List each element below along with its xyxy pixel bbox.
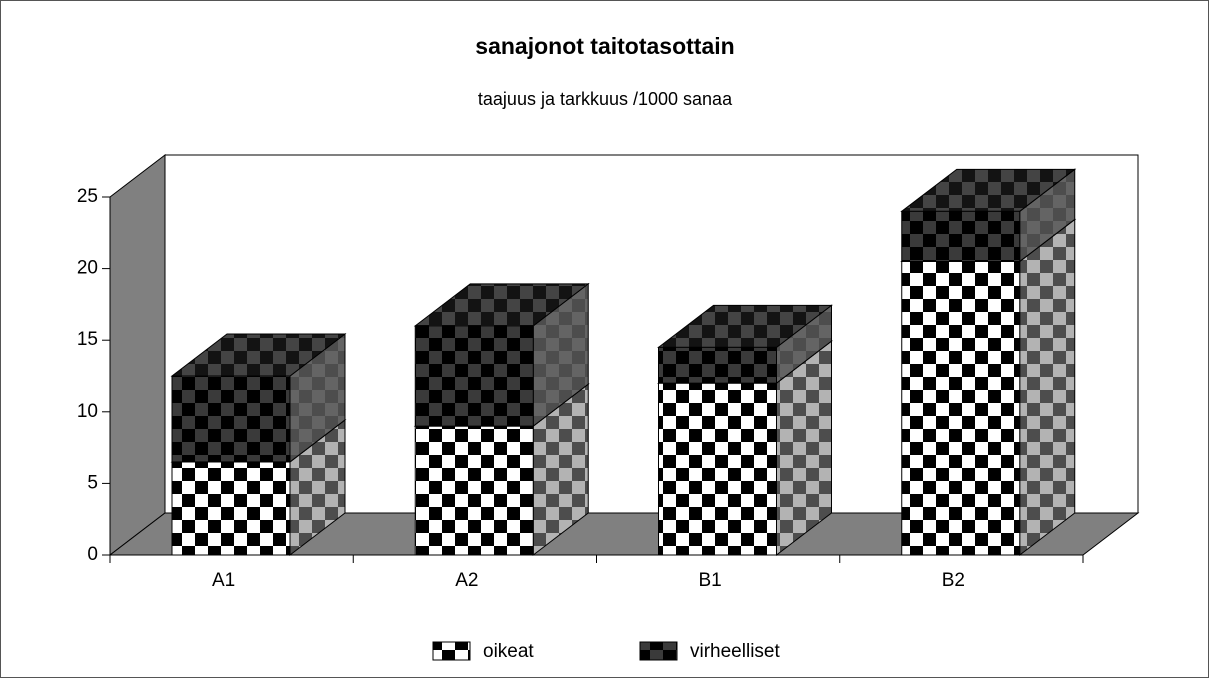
y-tick-label: 20 <box>77 258 98 279</box>
bar-front <box>414 425 534 556</box>
x-tick-label: B2 <box>942 570 965 591</box>
y-tick-label: 0 <box>87 544 98 565</box>
y-tick-label: 15 <box>77 329 98 350</box>
legend-swatch <box>639 641 678 661</box>
legend-label: oikeat <box>483 641 534 662</box>
bar-front <box>171 375 291 463</box>
side-wall <box>109 153 166 557</box>
bar-front <box>901 260 1021 556</box>
y-tick-label: 5 <box>87 472 98 493</box>
x-tick-label: A1 <box>212 570 235 591</box>
y-tick-label: 25 <box>77 186 98 207</box>
bar-front <box>414 325 534 427</box>
legend-swatch <box>432 641 471 661</box>
bar-front <box>658 346 777 384</box>
x-tick-label: B1 <box>699 570 722 591</box>
bar-front <box>658 382 777 556</box>
bar-front <box>901 210 1021 262</box>
bar-front <box>171 461 291 556</box>
chart-title: sanajonot taitotasottain <box>475 33 734 59</box>
x-tick-label: A2 <box>455 570 478 591</box>
bar-side <box>1019 218 1076 557</box>
y-tick-label: 10 <box>77 401 98 422</box>
chart-subtitle: taajuus ja tarkkuus /1000 sanaa <box>478 89 733 109</box>
legend-label: virheelliset <box>690 641 780 662</box>
